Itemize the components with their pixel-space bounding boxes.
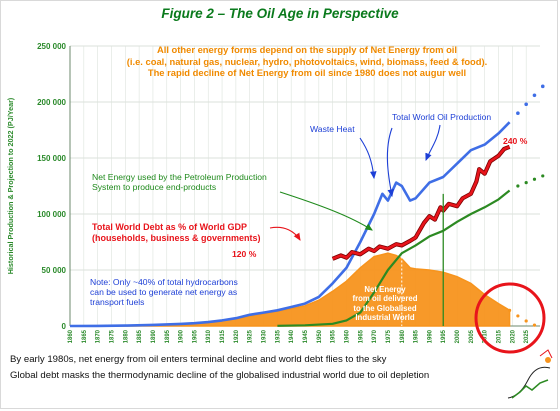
x-tick-label: 1900	[179, 329, 185, 343]
caption-line: Global debt masks the thermodynamic decl…	[10, 370, 430, 381]
net-energy-delivered-label: Net Energy from oil delivered to the Glo…	[330, 285, 440, 323]
figure-caption: By early 1980s, net energy from oil ente…	[10, 352, 429, 384]
waste-heat-arrow	[359, 137, 377, 180]
debt-label-line: (households, business & governments)	[92, 233, 261, 243]
x-tick-label: 1945	[303, 329, 309, 343]
x-tick-label: 1975	[386, 329, 392, 343]
x-tick-label: 1970	[372, 329, 378, 343]
x-tick-label: 1995	[441, 329, 447, 343]
net-energy-used-line: System to produce end-products	[92, 182, 217, 193]
note-annotation: Note: Only ~40% of total hydrocarbons ca…	[90, 277, 238, 308]
net-energy-used-arrow	[279, 191, 373, 231]
top-note-line: The rapid decline of Net Energy from oil…	[147, 67, 467, 79]
y-axis-title: Historical Production & Projection to 20…	[6, 97, 15, 274]
total-oil-production-line	[69, 121, 511, 328]
y-tick-label: 50 000	[42, 266, 67, 275]
net-delivered-projection-point	[524, 319, 528, 323]
x-tick-label: 1935	[275, 329, 281, 343]
x-tick-label: 1960	[344, 329, 350, 343]
top-note-line: All other energy forms depend on the sup…	[156, 44, 458, 55]
debt-start-label: 120 %	[232, 249, 257, 259]
net-used-projection-point	[532, 177, 537, 181]
x-tick-label: 1990	[427, 329, 433, 343]
x-tick-label: 1860	[68, 329, 74, 343]
oil-projection-point	[540, 84, 545, 89]
y-tick-label: 250 000	[37, 42, 66, 51]
oil-projection-point	[532, 93, 537, 98]
x-tick-label: 1925	[248, 329, 254, 343]
y-tick-label: 200 000	[37, 98, 66, 107]
x-tick-label: 2015	[497, 329, 503, 343]
net-used-projection-point	[541, 174, 545, 178]
x-tick-label: 1890	[151, 329, 157, 343]
note-line: can be used to generate net energy as	[90, 287, 238, 298]
net-delivered-projection-point	[532, 323, 537, 327]
x-tick-label: 1940	[289, 329, 295, 343]
total-oil-label: Total World Oil Production	[392, 112, 492, 122]
y-tick-label: 100 000	[37, 210, 66, 219]
x-tick-label: 1880	[123, 329, 129, 343]
x-tick-label: 1980	[400, 329, 406, 343]
net-energy-delivered-line: to the Globalised	[353, 303, 417, 313]
debt-end-label: 240 %	[503, 136, 528, 146]
oil-production-arrow	[425, 124, 441, 162]
thumbnail-oil-curve	[507, 366, 551, 399]
debt-label-arrow	[269, 226, 301, 241]
debt-label: Total World Debt as % of World GDP (hous…	[92, 222, 261, 244]
oil-projection-point	[516, 111, 520, 115]
top-note-line: (i.e. coal, natural gas, nuclear, hydro,…	[126, 55, 488, 67]
x-tick-label: 2025	[524, 329, 530, 343]
chart-overlays	[269, 124, 553, 399]
net-energy-used-label: Net Energy used by the Petroleum Product…	[92, 172, 267, 192]
net-used-projection-point	[524, 181, 528, 185]
x-tick-label: 2005	[469, 329, 475, 343]
chart-series	[69, 84, 545, 328]
thumbnail-arrow-icon	[539, 349, 553, 359]
x-tick-label: 2000	[455, 329, 461, 343]
y-tick-label: 150 000	[37, 154, 66, 163]
debt-label-line: Total World Debt as % of World GDP	[92, 222, 248, 232]
net-energy-used-line: Net Energy used by the Petroleum Product…	[92, 172, 267, 182]
x-tick-label: 2010	[483, 329, 489, 343]
x-tick-label: 1895	[165, 329, 171, 343]
x-tick-label: 1870	[96, 329, 102, 343]
x-tick-label: 1905	[192, 329, 198, 343]
x-tick-label: 1955	[331, 329, 337, 343]
thumbnail-sun-icon	[545, 357, 551, 363]
x-tick-label: 1885	[137, 329, 143, 343]
waste-heat-label: Waste Heat	[310, 124, 355, 134]
x-tick-label: 1920	[234, 329, 240, 343]
thumbnail-net-curve	[511, 379, 549, 399]
net-energy-delivered-line: Net Energy	[364, 285, 406, 294]
x-tick-label: 1875	[109, 329, 115, 343]
debt-line	[332, 145, 511, 261]
caption-line: By early 1980s, net energy from oil ente…	[10, 354, 387, 365]
x-tick-label: 1910	[206, 329, 212, 343]
waste-heat-arrow-2	[386, 127, 395, 198]
net-energy-used-line	[277, 189, 511, 327]
oil-projection-point	[524, 102, 528, 107]
net-energy-delivered-line: Industrial World	[355, 313, 415, 323]
decline-highlight-circle	[474, 282, 546, 354]
x-tick-label: 1985	[414, 329, 420, 343]
x-tick-label: 1950	[317, 329, 323, 343]
net-energy-delivered-line: from oil delivered	[352, 294, 418, 304]
net-delivered-projection-point	[507, 308, 512, 312]
y-tick-label: 0	[62, 322, 67, 331]
x-tick-label: 1930	[262, 329, 268, 343]
net-delivered-projection-point	[516, 314, 520, 318]
note-line: Note: Only ~40% of total hydrocarbons	[90, 277, 238, 287]
figure-title: Figure 2 – The Oil Age in Perspective	[161, 6, 399, 21]
x-tick-label: 1865	[82, 329, 88, 343]
note-line: transport fuels	[90, 297, 145, 308]
x-tick-label: 2020	[510, 329, 516, 343]
x-tick-label: 1915	[220, 329, 226, 343]
top-note-annotation: All other energy forms depend on the sup…	[64, 44, 550, 79]
net-used-projection-point	[516, 184, 520, 188]
x-tick-label: 1965	[358, 329, 364, 343]
